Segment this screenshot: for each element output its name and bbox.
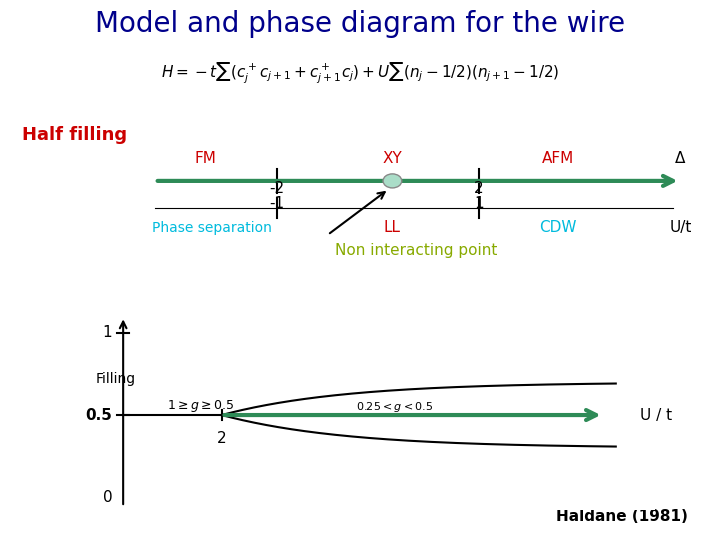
Text: -1: -1 xyxy=(269,196,285,211)
Text: Non interacting point: Non interacting point xyxy=(335,243,498,258)
Text: CDW: CDW xyxy=(539,220,577,235)
Text: FM: FM xyxy=(194,151,216,166)
Text: $0.25<g<0.5$: $0.25<g<0.5$ xyxy=(356,400,433,414)
Text: Model and phase diagram for the wire: Model and phase diagram for the wire xyxy=(95,10,625,38)
Text: Δ: Δ xyxy=(675,151,685,166)
Text: Filling: Filling xyxy=(96,372,136,386)
Text: $H=-t\sum(c_j^+c_{j+1}+c_{j+1}^+c_j)+U\sum(n_j-1/2)(n_{j+1}-1/2)$: $H=-t\sum(c_j^+c_{j+1}+c_{j+1}^+c_j)+U\s… xyxy=(161,60,559,86)
Text: 1: 1 xyxy=(103,326,112,340)
Text: LL: LL xyxy=(384,220,401,235)
Text: -2: -2 xyxy=(269,181,285,196)
Text: 1: 1 xyxy=(474,196,484,211)
Text: XY: XY xyxy=(382,151,402,166)
Text: AFM: AFM xyxy=(542,151,574,166)
Text: Half filling: Half filling xyxy=(22,126,127,144)
Text: 0.5: 0.5 xyxy=(86,408,112,422)
Text: 2: 2 xyxy=(474,181,484,196)
Text: 0: 0 xyxy=(103,490,112,505)
Text: 2: 2 xyxy=(217,431,227,447)
Text: U / t: U / t xyxy=(640,408,672,422)
Text: Haldane (1981): Haldane (1981) xyxy=(556,509,688,524)
Text: Phase separation: Phase separation xyxy=(153,221,272,235)
Text: $1\geq g\geq 0.5$: $1\geq g\geq 0.5$ xyxy=(168,398,235,414)
Text: U/t: U/t xyxy=(669,220,692,235)
Circle shape xyxy=(383,174,402,188)
